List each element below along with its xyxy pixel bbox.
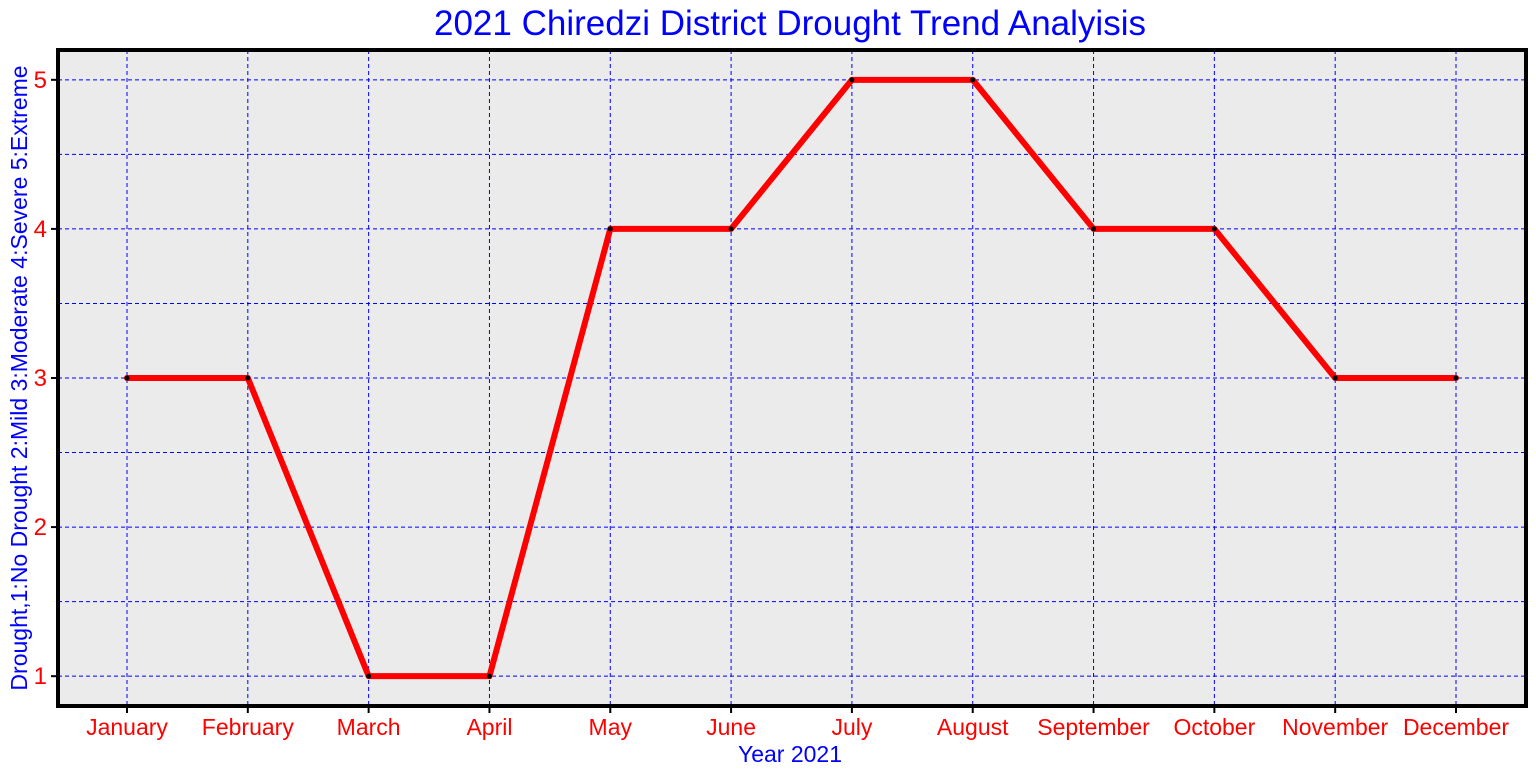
chart-title: 2021 Chiredzi District Drought Trend Ana… bbox=[434, 4, 1146, 43]
data-point bbox=[970, 77, 976, 83]
x-tick-label: August bbox=[937, 714, 1009, 740]
data-point bbox=[849, 77, 855, 83]
y-tick-label: 4 bbox=[34, 216, 47, 243]
data-point bbox=[366, 673, 372, 679]
x-tick-label: July bbox=[831, 714, 872, 740]
data-point bbox=[728, 226, 734, 232]
x-tick-label: December bbox=[1403, 714, 1509, 740]
x-tick-label: January bbox=[86, 714, 168, 740]
data-point bbox=[607, 226, 613, 232]
y-axis-label: Drought,1:No Drought 2:Mild 3:Moderate 4… bbox=[6, 65, 32, 690]
data-point bbox=[1091, 226, 1097, 232]
plot-area bbox=[58, 50, 1526, 706]
x-tick-label: April bbox=[466, 714, 512, 740]
data-point bbox=[1332, 375, 1338, 381]
data-point bbox=[486, 673, 492, 679]
data-point bbox=[245, 375, 251, 381]
x-tick-label: November bbox=[1282, 714, 1388, 740]
grid-layer bbox=[58, 50, 1526, 706]
y-tick-label: 1 bbox=[34, 663, 47, 690]
y-axis-ticks: 1 2 3 4 5 bbox=[34, 67, 58, 690]
x-tick-label: May bbox=[589, 714, 633, 740]
y-tick-label: 5 bbox=[34, 67, 47, 94]
x-tick-label: September bbox=[1037, 714, 1150, 740]
x-tick-label: June bbox=[706, 714, 756, 740]
x-axis-ticks: January February March April May June July Augu… bbox=[86, 706, 1509, 740]
series-layer bbox=[124, 76, 1459, 680]
data-point bbox=[1211, 226, 1217, 232]
x-tick-label: February bbox=[202, 714, 295, 740]
y-tick-label: 3 bbox=[34, 365, 47, 392]
y-tick-label: 2 bbox=[34, 514, 47, 541]
data-point bbox=[1453, 375, 1459, 381]
series-line bbox=[124, 76, 1459, 680]
data-point bbox=[124, 375, 130, 381]
x-axis-label: Year 2021 bbox=[738, 741, 842, 767]
x-tick-label: October bbox=[1173, 714, 1255, 740]
x-tick-label: March bbox=[337, 714, 401, 740]
